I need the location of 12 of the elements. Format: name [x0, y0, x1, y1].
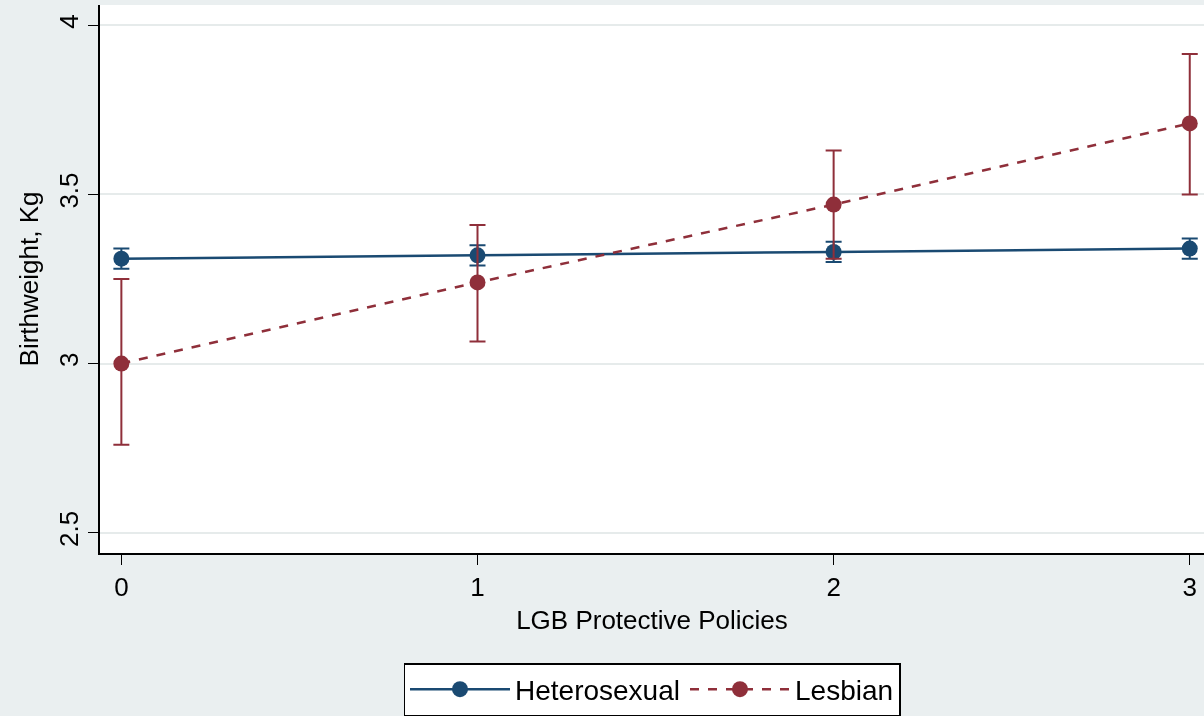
x-axis-title: LGB Protective Policies	[516, 605, 788, 636]
y-tick-label: 4	[53, 14, 84, 29]
legend-label: Heterosexual	[515, 675, 680, 707]
x-tick-label: 1	[470, 571, 485, 602]
legend-label: Lesbian	[794, 675, 894, 707]
y-tick-label: 3	[53, 352, 84, 367]
x-tick-label: 2	[826, 571, 841, 602]
x-tick-label: 3	[1182, 571, 1197, 602]
y-tick-label: 2.5	[53, 510, 84, 547]
x-tick-label: 0	[114, 571, 129, 602]
y-axis-title: Birthweight, Kg	[13, 191, 44, 367]
y-tick-label: 3.5	[53, 172, 84, 209]
